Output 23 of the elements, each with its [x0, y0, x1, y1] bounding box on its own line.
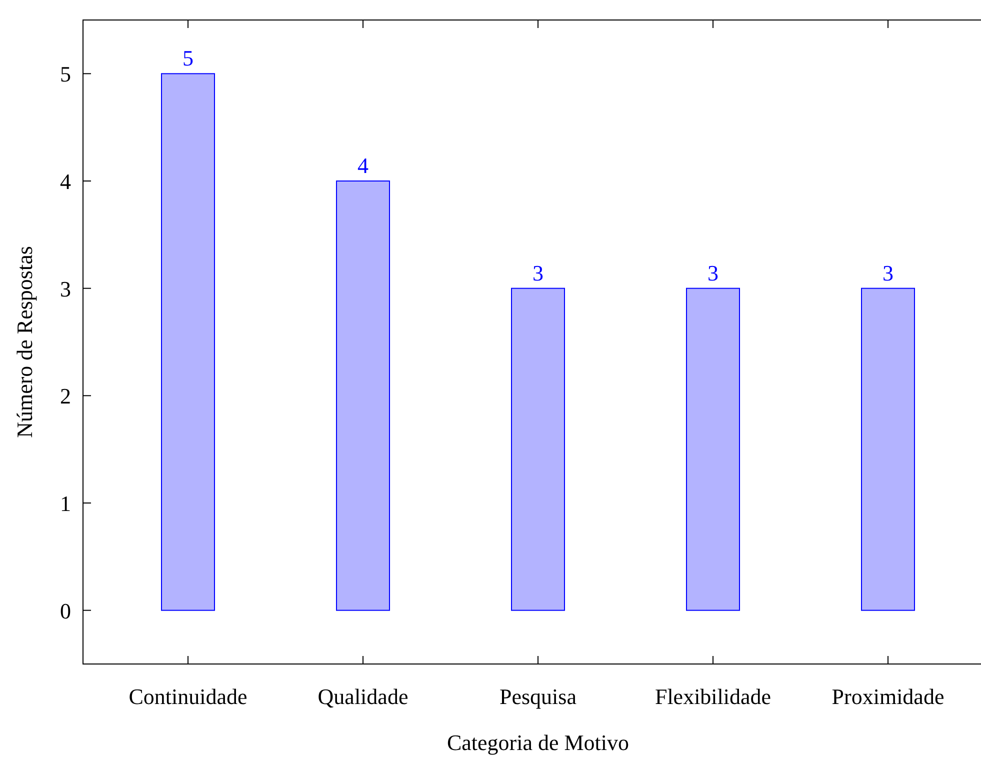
- x-tick-label: Proximidade: [832, 684, 944, 709]
- y-tick-label: 3: [60, 276, 71, 302]
- bar: [336, 180, 390, 611]
- x-tick-label: Flexibilidade: [654, 684, 772, 709]
- x-tick-label: Continuidade: [128, 684, 248, 709]
- y-axis-title: Número de Respostas: [12, 246, 37, 438]
- data-label: 3: [882, 260, 894, 286]
- bar: [686, 288, 740, 611]
- y-tick-label: 1: [60, 491, 71, 516]
- bar: [861, 288, 915, 611]
- y-tick-label: 5: [60, 62, 71, 87]
- y-tick-label: 4: [60, 169, 71, 194]
- y-tick-label: 0: [60, 598, 71, 624]
- y-tick-label: 2: [60, 384, 71, 409]
- data-label: 5: [182, 46, 194, 71]
- data-label: 4: [358, 153, 368, 178]
- x-tick-label: Qualidade: [318, 684, 408, 709]
- bar: [161, 73, 215, 611]
- data-label: 3: [532, 260, 544, 286]
- x-axis-title: Categoria de Motivo: [446, 730, 630, 755]
- bar: [511, 288, 565, 611]
- data-label: 3: [708, 260, 718, 286]
- x-tick-label: Pesquisa: [500, 684, 577, 709]
